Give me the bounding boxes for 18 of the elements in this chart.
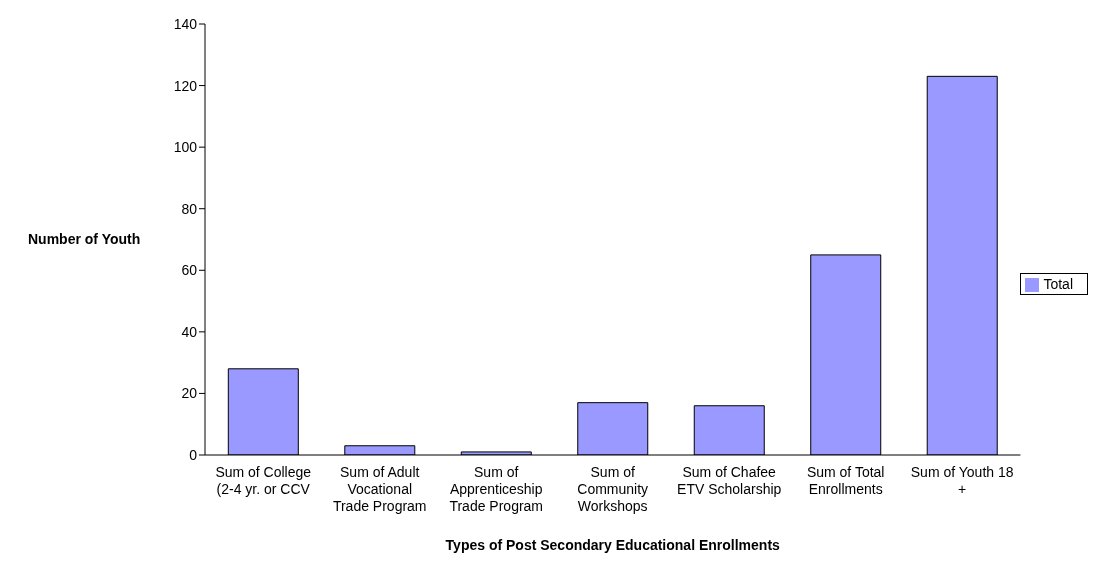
y-axis-title: Number of Youth [28, 231, 141, 248]
x-tick-label: Sum of Chafee ETV Scholarship [677, 464, 782, 497]
x-axis-title: Types of Post Secondary Educational Enrollments [445, 537, 781, 553]
x-tick-label: Sum of Community Workshops [577, 464, 649, 514]
y-tick-label: 140 [173, 15, 198, 32]
y-tick-label: 80 [181, 200, 198, 217]
y-tick-label: 20 [181, 385, 198, 402]
y-tick-label: 120 [173, 77, 198, 94]
x-tick-label: Sum of Adult Vocational Trade Program [332, 464, 427, 514]
y-tick-label: 100 [173, 139, 198, 156]
y-tick-label: 60 [181, 262, 198, 279]
legend-label: Total [1043, 275, 1073, 292]
x-tick-label: Sum of Youth 18 + [910, 464, 1014, 497]
y-tick-label: 40 [181, 323, 198, 340]
x-tick-label: Sum of Total Enrollments [806, 464, 885, 497]
x-tick-label: Sum of College (2-4 yr. or CCV [215, 464, 312, 497]
x-tick-label: Sum of Apprenticeship Trade Program [449, 464, 544, 514]
y-tick-label: 0 [189, 446, 198, 463]
